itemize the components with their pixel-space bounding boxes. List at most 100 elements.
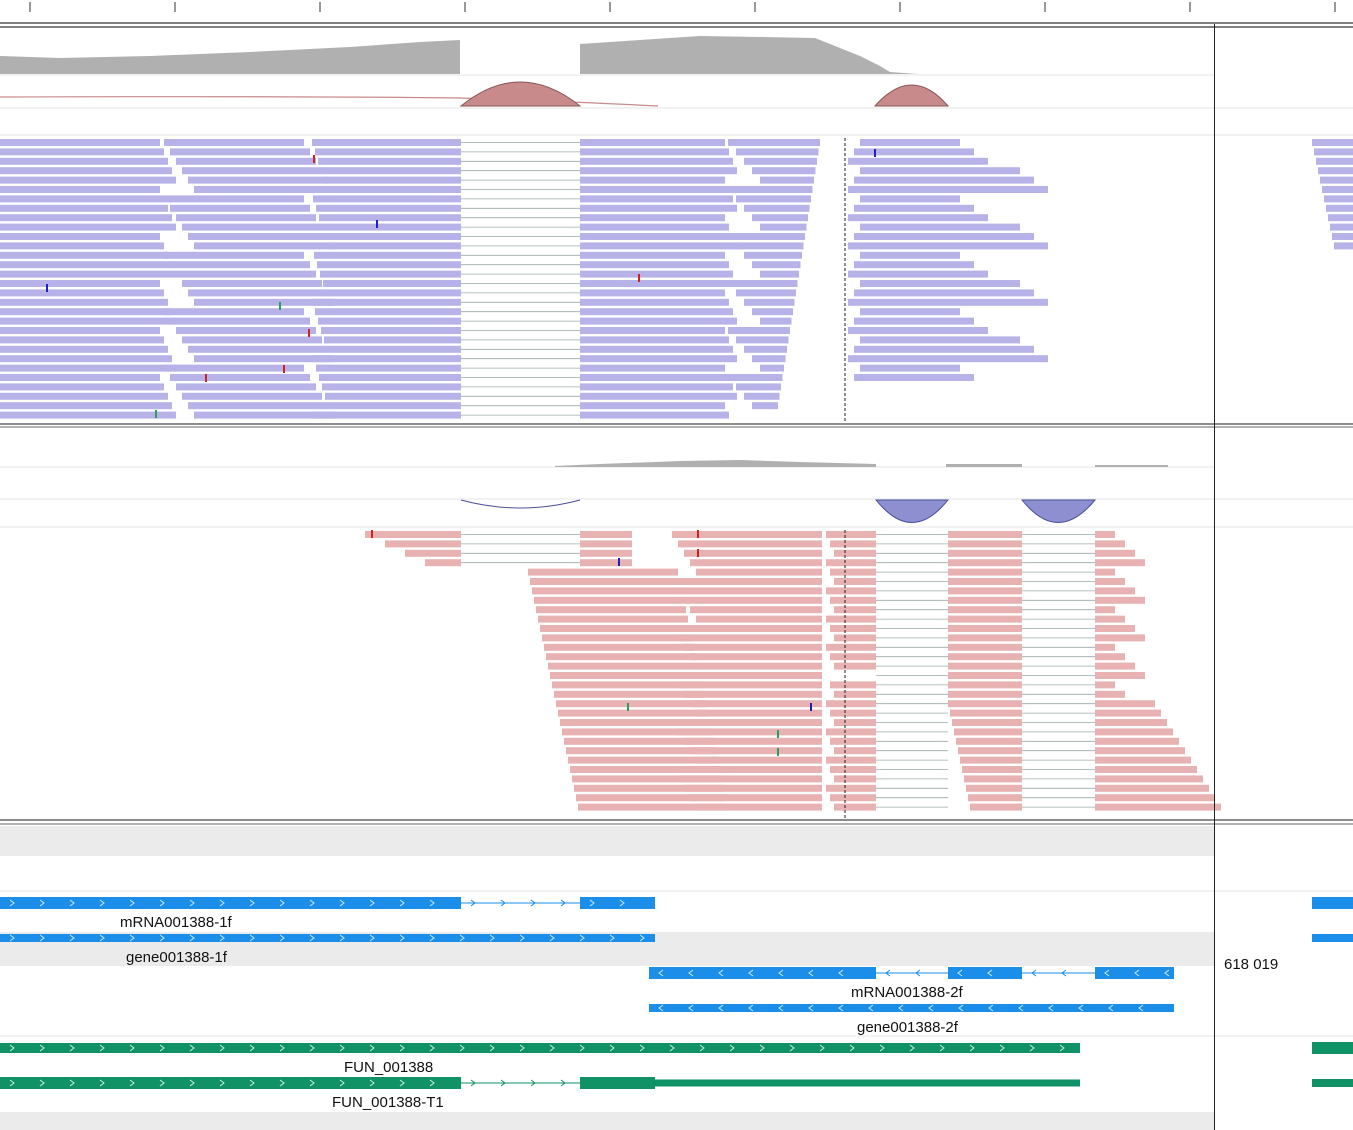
read bbox=[1095, 794, 1215, 802]
junction-track-reverse[interactable] bbox=[460, 499, 1097, 523]
read bbox=[1095, 606, 1115, 614]
read bbox=[580, 531, 632, 538]
read bbox=[538, 615, 688, 623]
strand-chevron bbox=[9, 1079, 15, 1087]
strand-chevron bbox=[129, 1079, 135, 1087]
mismatch bbox=[618, 558, 620, 566]
feature-label-gene-2f: gene001388-2f bbox=[857, 1019, 958, 1036]
read bbox=[0, 204, 168, 212]
read bbox=[950, 709, 1022, 717]
read bbox=[1095, 568, 1115, 576]
read bbox=[848, 214, 988, 222]
strand-chevron bbox=[549, 1044, 555, 1052]
strand-chevron bbox=[579, 1044, 585, 1052]
read bbox=[728, 139, 820, 146]
read bbox=[580, 148, 729, 156]
read bbox=[690, 653, 822, 661]
junction-track-forward[interactable] bbox=[0, 81, 950, 107]
read bbox=[546, 653, 696, 661]
read bbox=[580, 280, 737, 287]
read bbox=[696, 662, 822, 670]
feature-track-band bbox=[0, 1112, 1214, 1130]
read bbox=[194, 411, 334, 419]
strand-chevron bbox=[1018, 1004, 1024, 1012]
strand-chevron bbox=[619, 899, 625, 907]
read bbox=[1095, 737, 1179, 745]
coverage-area bbox=[0, 40, 460, 74]
read bbox=[580, 402, 725, 410]
read bbox=[385, 540, 461, 548]
read bbox=[1095, 653, 1125, 661]
read bbox=[1322, 186, 1353, 193]
read bbox=[570, 766, 720, 773]
read bbox=[0, 355, 172, 363]
read bbox=[1095, 784, 1209, 792]
strand-chevron bbox=[808, 1004, 814, 1012]
read bbox=[854, 148, 974, 156]
read bbox=[948, 700, 1022, 708]
read bbox=[948, 587, 1022, 595]
strand-chevron bbox=[99, 899, 105, 907]
read bbox=[968, 794, 1022, 802]
read bbox=[672, 531, 822, 538]
read bbox=[672, 719, 822, 726]
read bbox=[860, 139, 960, 146]
read bbox=[164, 251, 304, 259]
read bbox=[554, 690, 704, 698]
read bbox=[826, 643, 876, 651]
read bbox=[696, 756, 822, 764]
read bbox=[1095, 672, 1145, 679]
strand-chevron bbox=[658, 969, 664, 977]
strand-chevron bbox=[957, 969, 963, 977]
alignment-track-reverse[interactable] bbox=[365, 530, 1221, 811]
read bbox=[1095, 756, 1191, 764]
coverage-area bbox=[580, 36, 918, 74]
read bbox=[678, 540, 822, 548]
read bbox=[752, 308, 793, 316]
read bbox=[580, 559, 632, 567]
read bbox=[848, 157, 988, 165]
read bbox=[1334, 242, 1353, 250]
read bbox=[170, 261, 310, 269]
read bbox=[0, 298, 168, 306]
strand-chevron bbox=[189, 1079, 195, 1087]
read bbox=[0, 411, 176, 419]
read bbox=[826, 756, 876, 764]
ruler[interactable] bbox=[0, 2, 1353, 28]
coverage-track-forward[interactable] bbox=[0, 36, 918, 74]
strand-chevron bbox=[609, 934, 615, 942]
exon bbox=[649, 967, 876, 979]
read bbox=[1320, 176, 1353, 184]
gene-feature-track[interactable] bbox=[0, 897, 1353, 1089]
strand-chevron bbox=[249, 899, 255, 907]
strand-chevron bbox=[470, 1079, 476, 1087]
strand-chevron bbox=[39, 1044, 45, 1052]
read bbox=[752, 214, 808, 222]
feature-label-mrna-2f: mRNA001388-2f bbox=[851, 984, 963, 1001]
alignment-track-forward[interactable] bbox=[0, 139, 1353, 419]
read bbox=[678, 681, 822, 689]
read bbox=[954, 728, 1022, 736]
mismatch bbox=[777, 730, 779, 738]
read bbox=[690, 747, 822, 755]
read bbox=[170, 374, 310, 381]
read bbox=[678, 634, 822, 642]
read bbox=[826, 700, 876, 708]
read bbox=[684, 737, 822, 745]
read bbox=[1095, 643, 1115, 651]
read bbox=[316, 204, 461, 212]
read bbox=[574, 784, 724, 792]
read bbox=[830, 568, 876, 576]
read bbox=[566, 747, 716, 755]
strand-chevron bbox=[838, 969, 844, 977]
read bbox=[1328, 214, 1353, 222]
read bbox=[948, 662, 1022, 670]
read bbox=[580, 298, 729, 306]
exon bbox=[0, 897, 461, 909]
read bbox=[848, 298, 1048, 306]
strand-chevron bbox=[530, 899, 536, 907]
coverage-track-reverse[interactable] bbox=[555, 460, 1168, 467]
read bbox=[572, 775, 722, 783]
strand-chevron bbox=[369, 1079, 375, 1087]
